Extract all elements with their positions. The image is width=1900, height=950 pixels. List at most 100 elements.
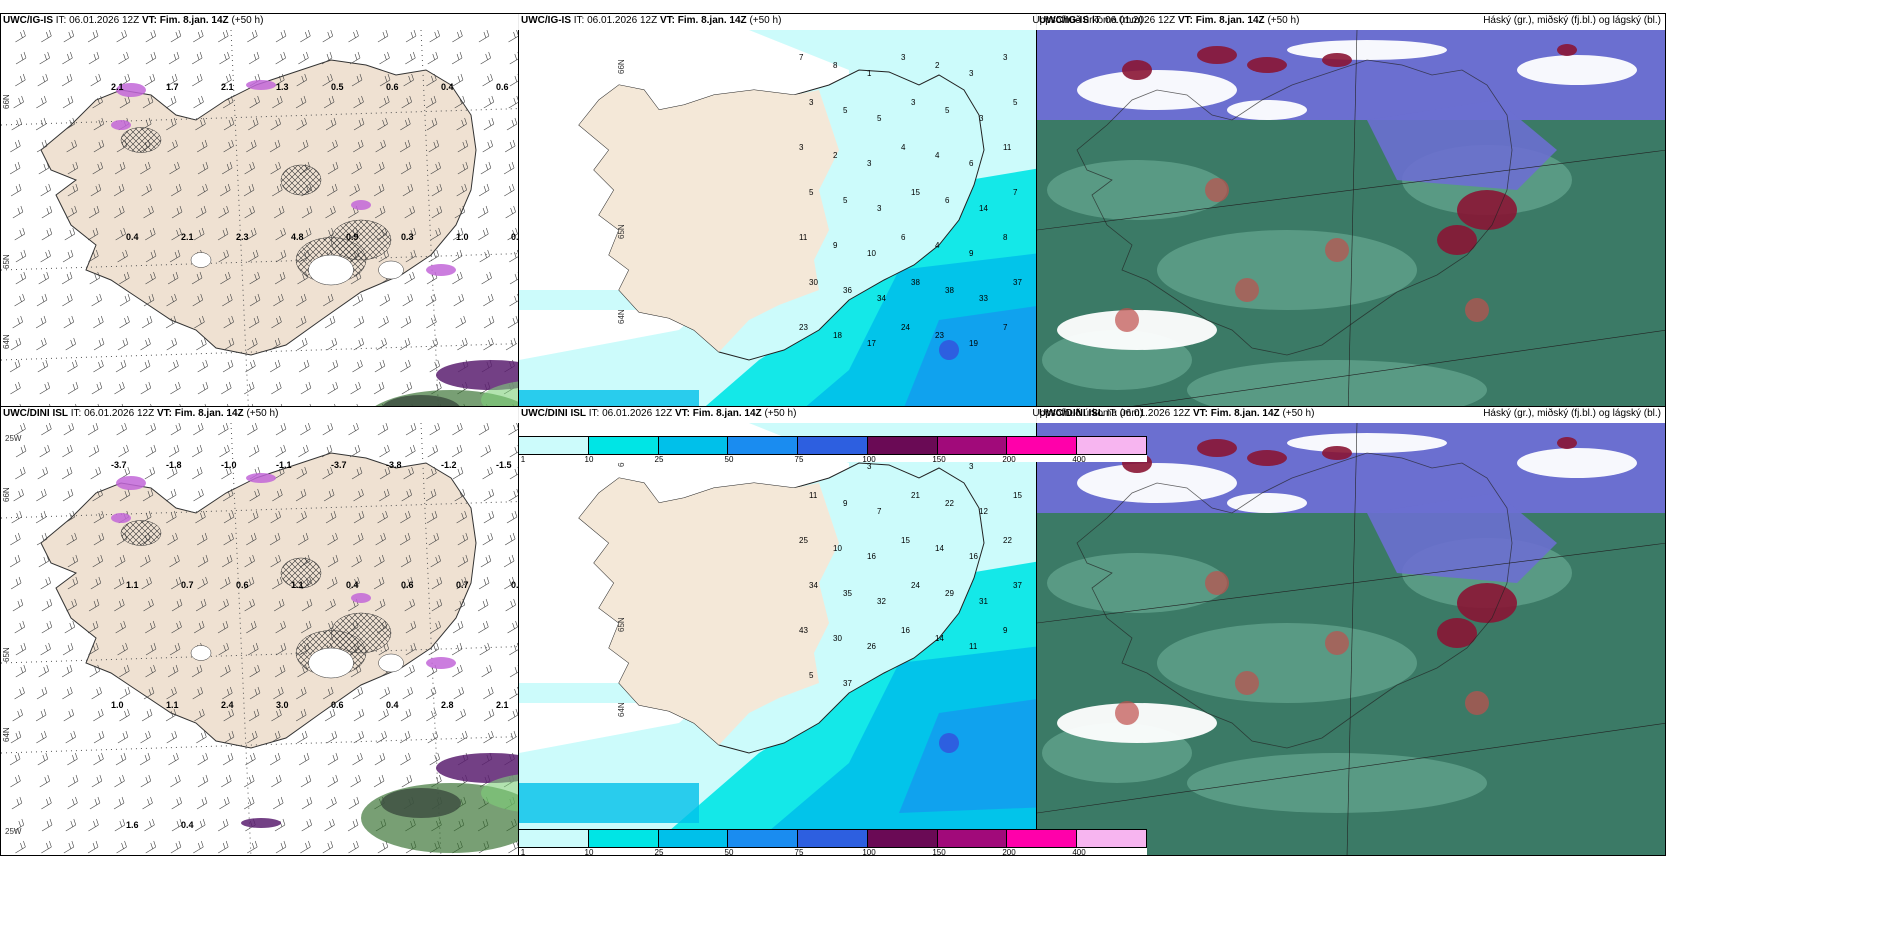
wind-barb (269, 139, 281, 153)
cloud-edge (1325, 238, 1349, 262)
model-name: UWC/IG-IS (3, 15, 53, 26)
high-dense-cloud (1247, 450, 1287, 466)
wind-barb (67, 183, 79, 197)
wind-barb (405, 620, 417, 634)
wind-barb (119, 708, 130, 722)
wind-barb (377, 117, 388, 131)
colorbar-swatch (588, 830, 659, 847)
wind-barb (10, 183, 22, 197)
wind-value: -1.2 (441, 460, 457, 470)
valid-label: VT: (659, 15, 675, 26)
wind-barb (15, 249, 27, 263)
clear-area (1227, 100, 1307, 120)
cloud-map (1037, 423, 1665, 855)
wind-barb (482, 532, 494, 546)
hatched-area (120, 520, 162, 546)
wind-barb (451, 642, 463, 656)
wind-barb (405, 642, 417, 656)
wind-barb (271, 708, 282, 722)
wind-barb (301, 598, 313, 612)
wind-barb (244, 774, 255, 788)
wind-barb (67, 774, 79, 788)
wind-barb (67, 161, 79, 175)
wind-barb (503, 554, 515, 568)
precip-value: 38 (945, 286, 954, 295)
valid-time: Fim. 8.jan. 14Z (174, 408, 244, 419)
wind-barb (425, 488, 437, 502)
wind-barb (248, 249, 259, 263)
wind-barb (353, 315, 365, 329)
wind-barb (114, 598, 125, 612)
wind-barb (222, 359, 234, 373)
wind-barb (171, 620, 182, 634)
init-label: IT: (573, 15, 585, 26)
wind-barb (88, 642, 99, 656)
wind-barb (431, 598, 443, 612)
grid-coordinate-label: 64N (617, 702, 626, 717)
wind-barb (322, 73, 333, 87)
wind-barb (223, 510, 235, 524)
colorbar-swatch (519, 830, 589, 847)
precip-value: 7 (1013, 188, 1018, 197)
wind-barb (507, 227, 518, 241)
wind-barb (38, 161, 50, 175)
wind-barb (426, 708, 437, 722)
wind-barb (10, 730, 22, 744)
wind-barb (67, 359, 78, 373)
hatched-area (280, 557, 322, 589)
wind-barb (62, 686, 73, 700)
wind-barb (166, 337, 178, 351)
wind-barb (195, 510, 206, 524)
wind-barb (327, 139, 338, 153)
colorbar-tick-label: 100 (862, 455, 876, 463)
wind-barb (93, 359, 104, 373)
clear-area (1057, 310, 1217, 350)
wind-barb (482, 466, 493, 480)
wind-barb (145, 620, 156, 634)
init-label: IT: (588, 408, 600, 419)
wind-barb (194, 708, 205, 722)
wind-barb (504, 183, 515, 197)
wind-barb (480, 51, 491, 65)
wind-barb (170, 840, 182, 854)
wind-barb (325, 205, 336, 219)
precip-map-panel-igis: 7813233525355353552132344611201845531561… (518, 13, 1148, 463)
wind-barb (247, 30, 258, 43)
wind-barb (373, 576, 385, 590)
wind-barb (248, 315, 260, 329)
wind-barb (507, 620, 518, 634)
wind-barb (327, 183, 338, 197)
wind-barb (196, 337, 207, 351)
wind-barb (223, 139, 234, 153)
wind-value: -3.7 (331, 460, 347, 470)
precip-value: 30 (809, 278, 818, 287)
colorbar-tick-label: 1 (520, 455, 526, 463)
wind-barb (15, 642, 27, 656)
wind-barb (192, 686, 203, 700)
wind-value: 1.6 (126, 820, 139, 830)
wind-barb (482, 139, 494, 153)
wind-value: 0.4 (346, 580, 359, 590)
wind-value: 2.3 (236, 232, 249, 242)
wind-barb (170, 381, 181, 395)
wind-barb (454, 488, 466, 502)
wind-barb (194, 818, 206, 832)
graticule-line (1037, 542, 1665, 624)
high-dense-cloud (1247, 57, 1287, 73)
wind-barb (377, 510, 388, 524)
wind-barb (88, 205, 100, 219)
precip-patch (246, 473, 276, 483)
precip-value: 33 (979, 294, 988, 303)
cloud-edge (1465, 298, 1489, 322)
wind-barb (117, 249, 128, 263)
wind-barb (141, 576, 152, 590)
wind-barb (324, 315, 336, 329)
precip-value: 3 (911, 98, 916, 107)
wind-barb (374, 161, 385, 175)
wind-barb (65, 337, 76, 351)
wind-barb (249, 95, 260, 109)
wind-barb (296, 686, 307, 700)
wind-value: -1.5 (496, 460, 512, 470)
wind-barb (478, 227, 489, 241)
valid-time: Fim. 8.jan. 14Z (692, 408, 762, 419)
